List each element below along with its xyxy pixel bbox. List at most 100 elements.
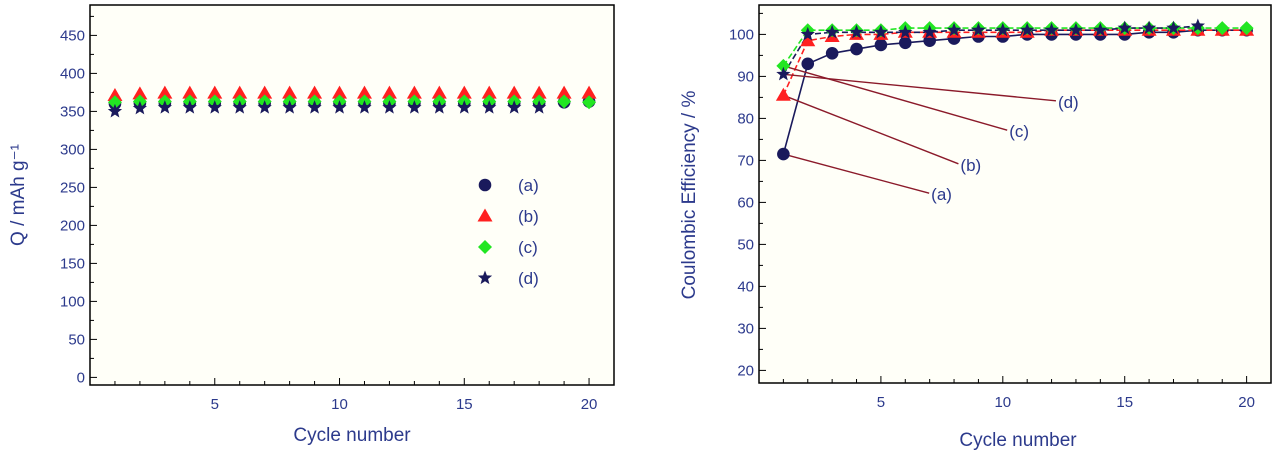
capacity-point-d xyxy=(332,100,347,114)
capacity-point-b xyxy=(182,85,198,99)
capacity-x-tick-label: 5 xyxy=(211,396,219,413)
efficiency-point-d xyxy=(800,26,815,41)
efficiency-ticks: 5 10 15 20 20 30 40 50 60 70 80 90 100 xyxy=(729,12,1255,411)
efficiency-y-tick-label: 30 xyxy=(737,320,754,337)
efficiency-point-d xyxy=(1141,20,1157,35)
efficiency-y-tick-label: 100 xyxy=(729,26,754,43)
capacity-point-b xyxy=(456,85,472,99)
efficiency-point-d xyxy=(1020,22,1035,37)
capacity-point-b xyxy=(381,85,397,99)
efficiency-point-c xyxy=(776,58,791,73)
capacity-point-c xyxy=(582,95,597,110)
efficiency-point-a xyxy=(825,47,839,60)
annotation-leader-c xyxy=(783,65,1008,131)
capacity-point-d xyxy=(132,100,148,115)
capacity-y-tick-label: 100 xyxy=(60,293,85,310)
capacity-point-d xyxy=(182,100,197,114)
capacity-point-d xyxy=(532,100,547,114)
efficiency-x-tick-label: 5 xyxy=(877,394,885,411)
efficiency-point-d xyxy=(1190,18,1205,33)
capacity-y-tick-label: 0 xyxy=(77,369,85,386)
efficiency-y-tick-label: 40 xyxy=(737,278,754,295)
capacity-x-tick-label: 20 xyxy=(581,396,598,413)
efficiency-point-c xyxy=(1239,21,1254,36)
annotation-leader-b xyxy=(783,94,959,165)
capacity-point-b xyxy=(157,85,173,99)
capacity-point-d xyxy=(457,100,472,114)
annotation-label-a: (a) xyxy=(931,185,952,204)
capacity-y-tick-label: 200 xyxy=(60,217,85,234)
efficiency-point-b xyxy=(800,33,816,47)
capacity-point-b xyxy=(107,87,123,101)
capacity-point-d xyxy=(157,100,172,114)
capacity-x-tick-label: 15 xyxy=(456,396,473,413)
capacity-point-b xyxy=(332,85,348,99)
legend-marker-b xyxy=(477,208,493,222)
efficiency-point-d xyxy=(849,24,864,39)
efficiency-y-tick-label: 70 xyxy=(737,152,754,169)
capacity-point-b xyxy=(207,85,223,99)
capacity-point-d xyxy=(507,100,522,114)
capacity-y-tick-label: 450 xyxy=(60,27,85,44)
efficiency-point-d xyxy=(898,24,913,39)
capacity-point-b xyxy=(431,85,447,99)
capacity-point-b xyxy=(232,85,248,99)
annotation-label-c: (c) xyxy=(1009,122,1029,141)
efficiency-y-tick-label: 50 xyxy=(737,236,754,253)
capacity-point-b xyxy=(406,85,422,99)
efficiency-point-d xyxy=(971,22,986,37)
annotation-leader-a xyxy=(783,153,930,194)
capacity-x-axis-label: Cycle number xyxy=(293,425,411,446)
capacity-point-d xyxy=(382,100,397,114)
capacity-y-tick-label: 150 xyxy=(60,255,85,272)
capacity-point-b xyxy=(556,85,572,99)
efficiency-x-tick-label: 15 xyxy=(1116,394,1133,411)
capacity-plot-frame xyxy=(89,4,615,386)
capacity-point-d xyxy=(207,100,222,114)
efficiency-x-tick-label: 20 xyxy=(1238,394,1255,411)
capacity-point-d xyxy=(257,100,272,114)
annotation-leader-d xyxy=(783,73,1057,102)
capacity-point-d xyxy=(107,103,123,118)
capacity-x-tick-label: 10 xyxy=(331,396,348,413)
efficiency-point-d xyxy=(776,66,791,81)
efficiency-point-a xyxy=(874,38,888,52)
legend-label-d: (d) xyxy=(518,269,539,288)
efficiency-point-b xyxy=(775,87,791,101)
efficiency-point-d xyxy=(873,24,889,39)
efficiency-data-points xyxy=(775,18,1255,161)
capacity-point-d xyxy=(282,100,297,114)
efficiency-point-d xyxy=(825,24,840,39)
efficiency-y-tick-label: 90 xyxy=(737,68,754,85)
capacity-legend: (a) (b) (c) (d) xyxy=(477,176,539,288)
capacity-y-tick-label: 50 xyxy=(68,331,85,348)
capacity-point-d xyxy=(357,100,372,114)
legend-label-a: (a) xyxy=(518,176,539,195)
efficiency-point-d xyxy=(946,22,962,37)
capacity-y-tick-label: 300 xyxy=(60,141,85,158)
efficiency-point-d xyxy=(1166,20,1181,35)
legend-marker-c xyxy=(478,240,492,254)
efficiency-y-tick-label: 80 xyxy=(737,110,754,127)
efficiency-annotations: (a) (b) (c) (d) xyxy=(783,65,1079,204)
efficiency-point-a xyxy=(850,42,863,56)
capacity-point-d xyxy=(432,100,447,114)
legend-marker-a xyxy=(478,178,492,192)
efficiency-point-d xyxy=(1117,20,1132,35)
annotation-label-b: (b) xyxy=(960,156,981,175)
efficiency-y-tick-label: 60 xyxy=(737,194,754,211)
efficiency-point-a xyxy=(777,147,790,161)
capacity-point-b xyxy=(356,85,372,99)
capacity-point-c xyxy=(557,94,572,109)
efficiency-y-axis-label: Coulombic Efficiency / % xyxy=(679,91,700,300)
efficiency-point-d xyxy=(1093,22,1108,37)
capacity-y-tick-label: 250 xyxy=(60,179,85,196)
capacity-y-tick-label: 350 xyxy=(60,103,85,120)
capacity-point-b xyxy=(282,85,298,99)
legend-label-b: (b) xyxy=(518,207,539,226)
efficiency-point-c xyxy=(1215,21,1230,36)
capacity-point-d xyxy=(307,100,322,114)
